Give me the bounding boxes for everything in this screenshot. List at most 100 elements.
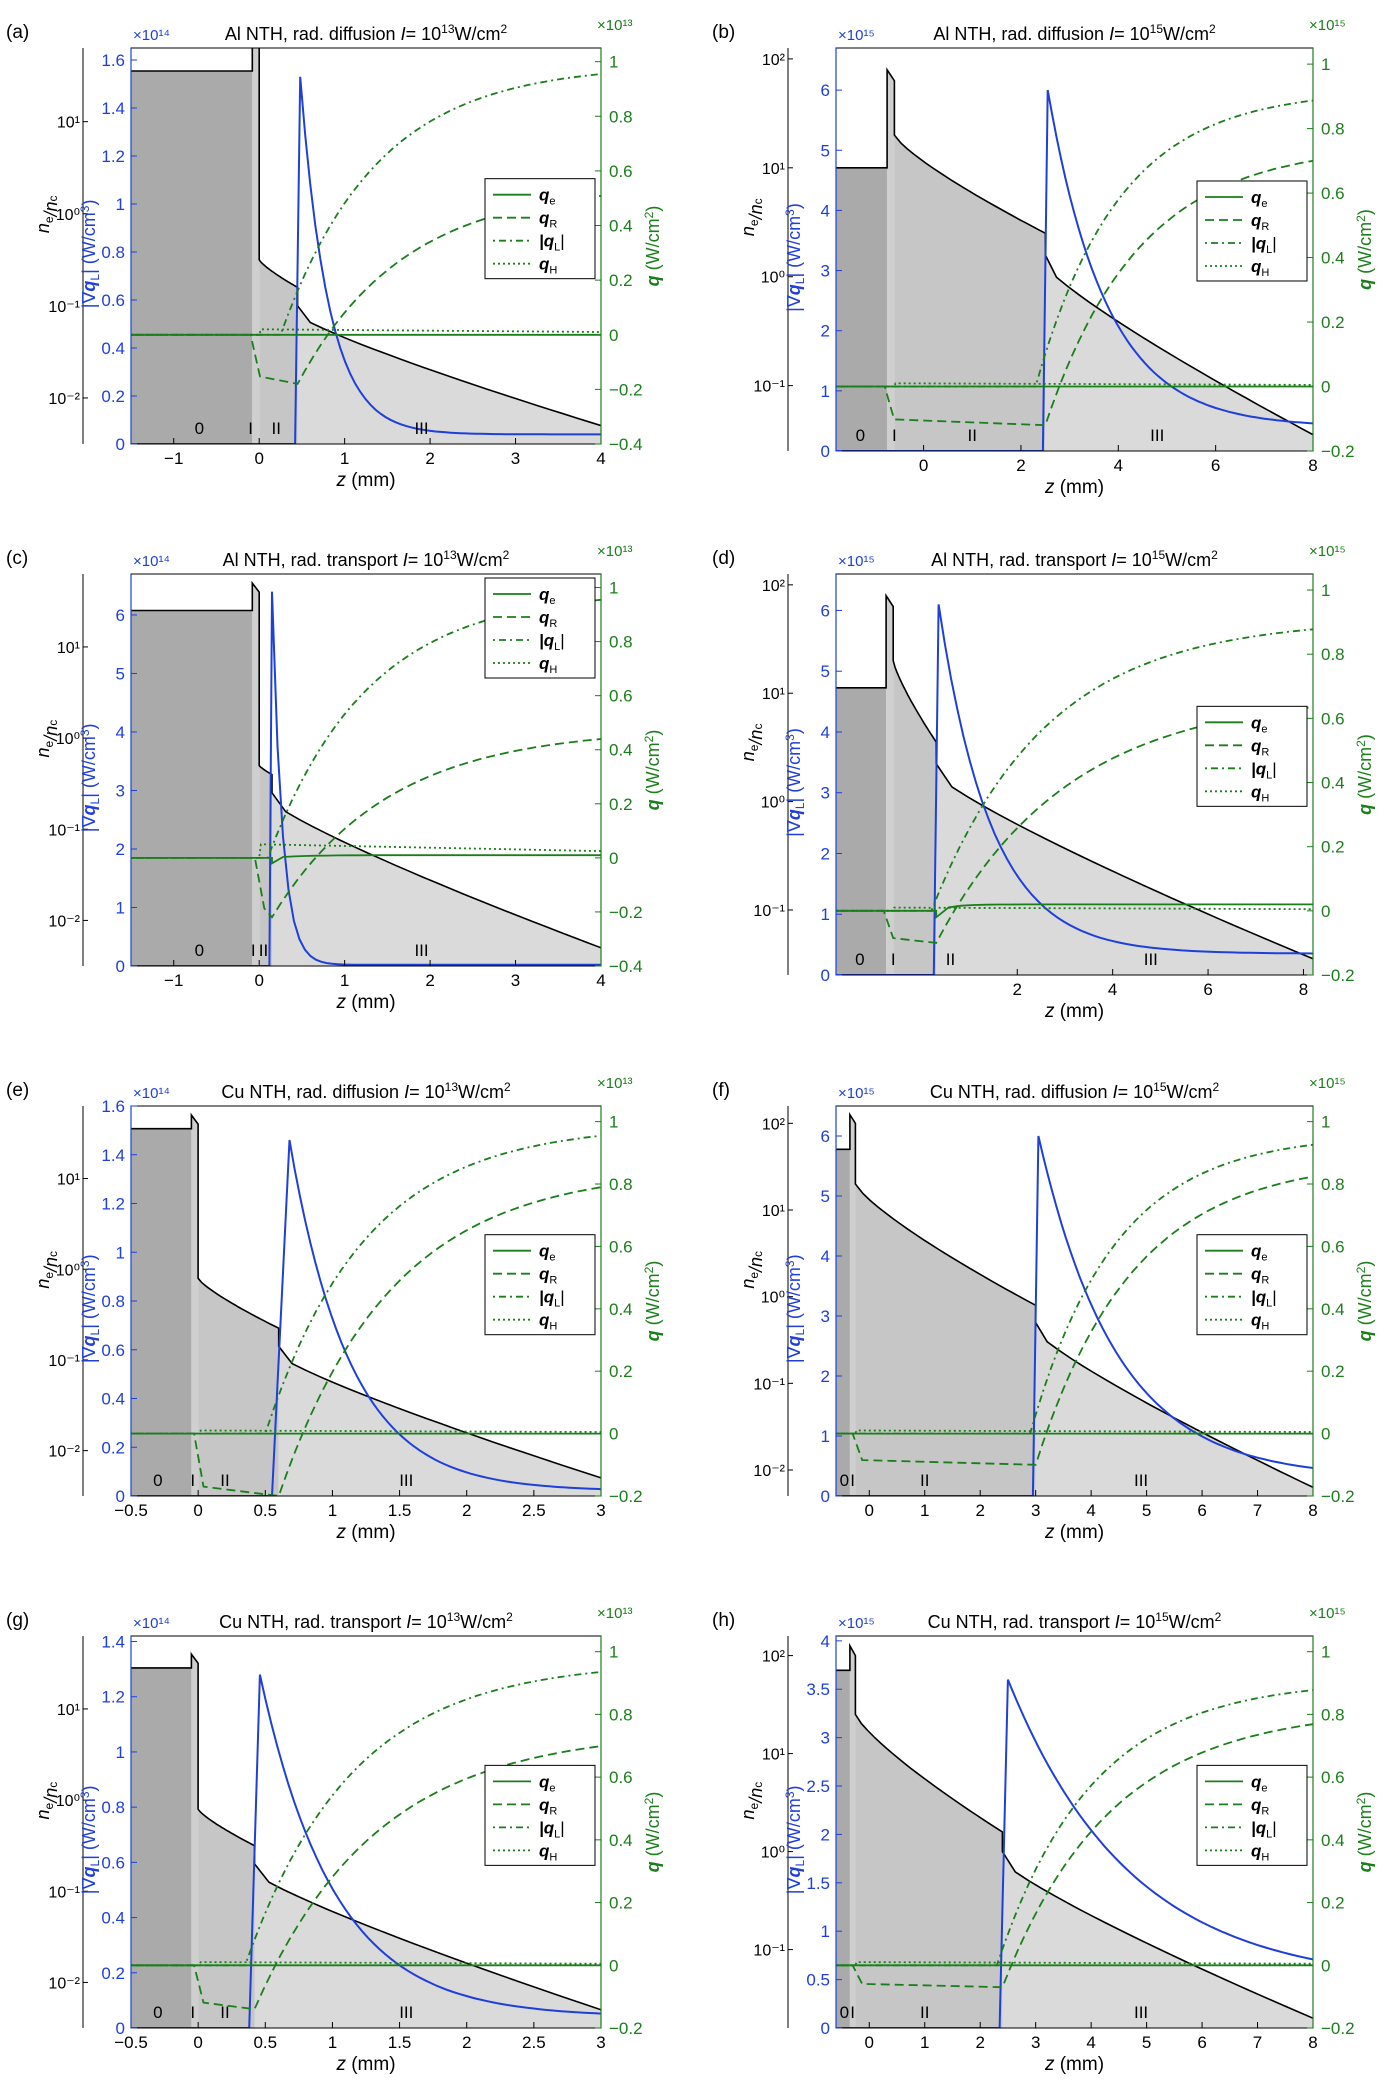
legend-label-sym: |q (1251, 759, 1267, 778)
flux-axis-label-part: ) (79, 1254, 99, 1260)
q-tick-label: 0.2 (609, 795, 633, 814)
panel-title-main: Cu NTH, rad. diffusion (221, 1082, 404, 1102)
legend-label-sym: q (539, 1265, 550, 1284)
panel-title-main: Al NTH, rad. diffusion (933, 24, 1109, 44)
panel-title-eq: = 10 (1118, 1082, 1154, 1102)
x-tick-label: 8 (1308, 1501, 1317, 1520)
region-0-fill (836, 69, 888, 451)
series-abs-qL (836, 1143, 1313, 1435)
legend-label-sym: q (1251, 211, 1262, 230)
region-III-fill (936, 742, 1313, 975)
flux-tick-label: 4 (821, 723, 830, 742)
region-I-fill (252, 583, 260, 966)
flux-tick-label: 1.2 (101, 147, 125, 166)
q-tick-label: 0.2 (609, 1894, 633, 1913)
q-tick-label: 0 (609, 1425, 618, 1444)
panel-title-unit: W/cm (1165, 550, 1211, 570)
q-scale: ×10¹⁵ (1309, 17, 1346, 34)
region-label-III: III (1150, 426, 1164, 445)
panel-title-main: Al NTH, rad. diffusion (225, 24, 401, 44)
q-axis-label-part: 2 (1354, 215, 1368, 222)
series-gradient-qL (836, 1679, 1313, 2028)
flux-tick-label: 6 (116, 606, 125, 625)
panel-title-main: Al NTH, rad. transport (223, 550, 403, 570)
flux-tick-label: 1.6 (101, 1097, 125, 1116)
panel-title-exp: 15 (1150, 22, 1164, 36)
region-label-0: 0 (856, 426, 865, 445)
flux-axis-label-part: 3 (783, 1791, 797, 1798)
flux-axis-label-part: | (W/cm (79, 1798, 99, 1860)
legend-label: |qL| (1251, 234, 1277, 256)
q-axis-label-part: (W/cm (1355, 1804, 1375, 1861)
flux-tick-label: 0.8 (101, 243, 125, 262)
x-tick-label: 1.5 (388, 2033, 412, 2052)
panel-title-main: Cu NTH, rad. transport (928, 1612, 1115, 1632)
flux-axis-label: |∇qL| (W/cm3) (783, 1254, 807, 1363)
x-tick-label: 8 (1308, 2033, 1317, 2052)
q-tick-label: 0.6 (609, 1237, 633, 1256)
panel-tag: (f) (712, 1080, 730, 1101)
panel-title-exp: 13 (445, 1080, 459, 1094)
q-axis-label: q (W/cm2) (1354, 209, 1375, 290)
flux-axis-label-part: L (88, 274, 102, 281)
plot-area (131, 48, 601, 444)
flux-tick-label: 4 (821, 1632, 830, 1651)
flux-tick-label: 0.2 (101, 1438, 125, 1457)
series-gradient-qL (131, 591, 601, 966)
flux-tick-label: 3 (821, 784, 830, 803)
x-tick-label: 4 (1114, 456, 1123, 475)
x-axis-label-unit: (mm) (1054, 1001, 1104, 1022)
x-tick-label: 0 (254, 971, 263, 990)
flux-axis-label-part: |∇ (784, 1877, 804, 1895)
density-axis-label-part: /n (41, 726, 61, 743)
q-scale: ×10¹³ (597, 543, 632, 560)
region-I-fill (849, 1114, 856, 1496)
density-tick-label: 10⁻¹ (48, 1353, 80, 1370)
flux-axis-label-part: ) (79, 200, 99, 206)
density-axis-label: ne/nc (738, 724, 766, 762)
region-I-fill (191, 1654, 199, 2028)
density-axis-label-part: n (33, 1809, 53, 1819)
region-label-II: II (920, 1471, 929, 1490)
region-II-fill (855, 1655, 1003, 2028)
q-axis-label-part: q (643, 275, 663, 286)
x-tick-label: 8 (1308, 456, 1317, 475)
series-qH (836, 382, 1313, 388)
x-tick-label: 1 (340, 449, 349, 468)
panel-title-sup: 2 (1212, 1080, 1219, 1094)
legend-label: qe (1251, 1772, 1268, 1794)
density-axis-label-part: e (42, 740, 56, 747)
legend-label-tail: | (560, 631, 564, 650)
flux-axis-label-part: L (88, 1859, 102, 1866)
region-0-fill (836, 1645, 850, 2028)
flux-tick-label: 0.6 (101, 1341, 125, 1360)
density-axis-label-part: e (42, 216, 56, 223)
flux-tick-label: 1.4 (101, 1633, 125, 1652)
panel-tag: (d) (712, 548, 735, 569)
legend-label-sym: q (539, 654, 550, 673)
x-tick-label: 2.5 (522, 2033, 546, 2052)
x-axis-label: z (mm) (335, 1522, 395, 1543)
q-axis-label-part: ) (1355, 1261, 1375, 1267)
x-tick-label: 0 (919, 456, 928, 475)
legend-label: qH (539, 654, 557, 676)
x-tick-label: 2 (425, 449, 434, 468)
region-II-fill (855, 1123, 1036, 1496)
legend-label-sym: q (1251, 1311, 1262, 1330)
x-axis-label-var: z (1044, 1001, 1055, 1022)
series-abs-qL (836, 1689, 1313, 1967)
panel-title-main: Cu NTH, rad. transport (219, 1612, 406, 1632)
flux-axis-label-part: |∇ (784, 819, 804, 837)
legend-label-tail: | (560, 1818, 564, 1837)
q-axis-label-part: q (643, 799, 663, 810)
flux-tick-label: 6 (821, 81, 830, 100)
legend-label-sym: q (1251, 188, 1262, 207)
panel-title-I: I (1113, 1082, 1118, 1102)
plot-area (836, 1642, 1313, 2028)
series-qR (131, 1186, 601, 1496)
density-tick-label: 10⁻² (48, 913, 80, 930)
